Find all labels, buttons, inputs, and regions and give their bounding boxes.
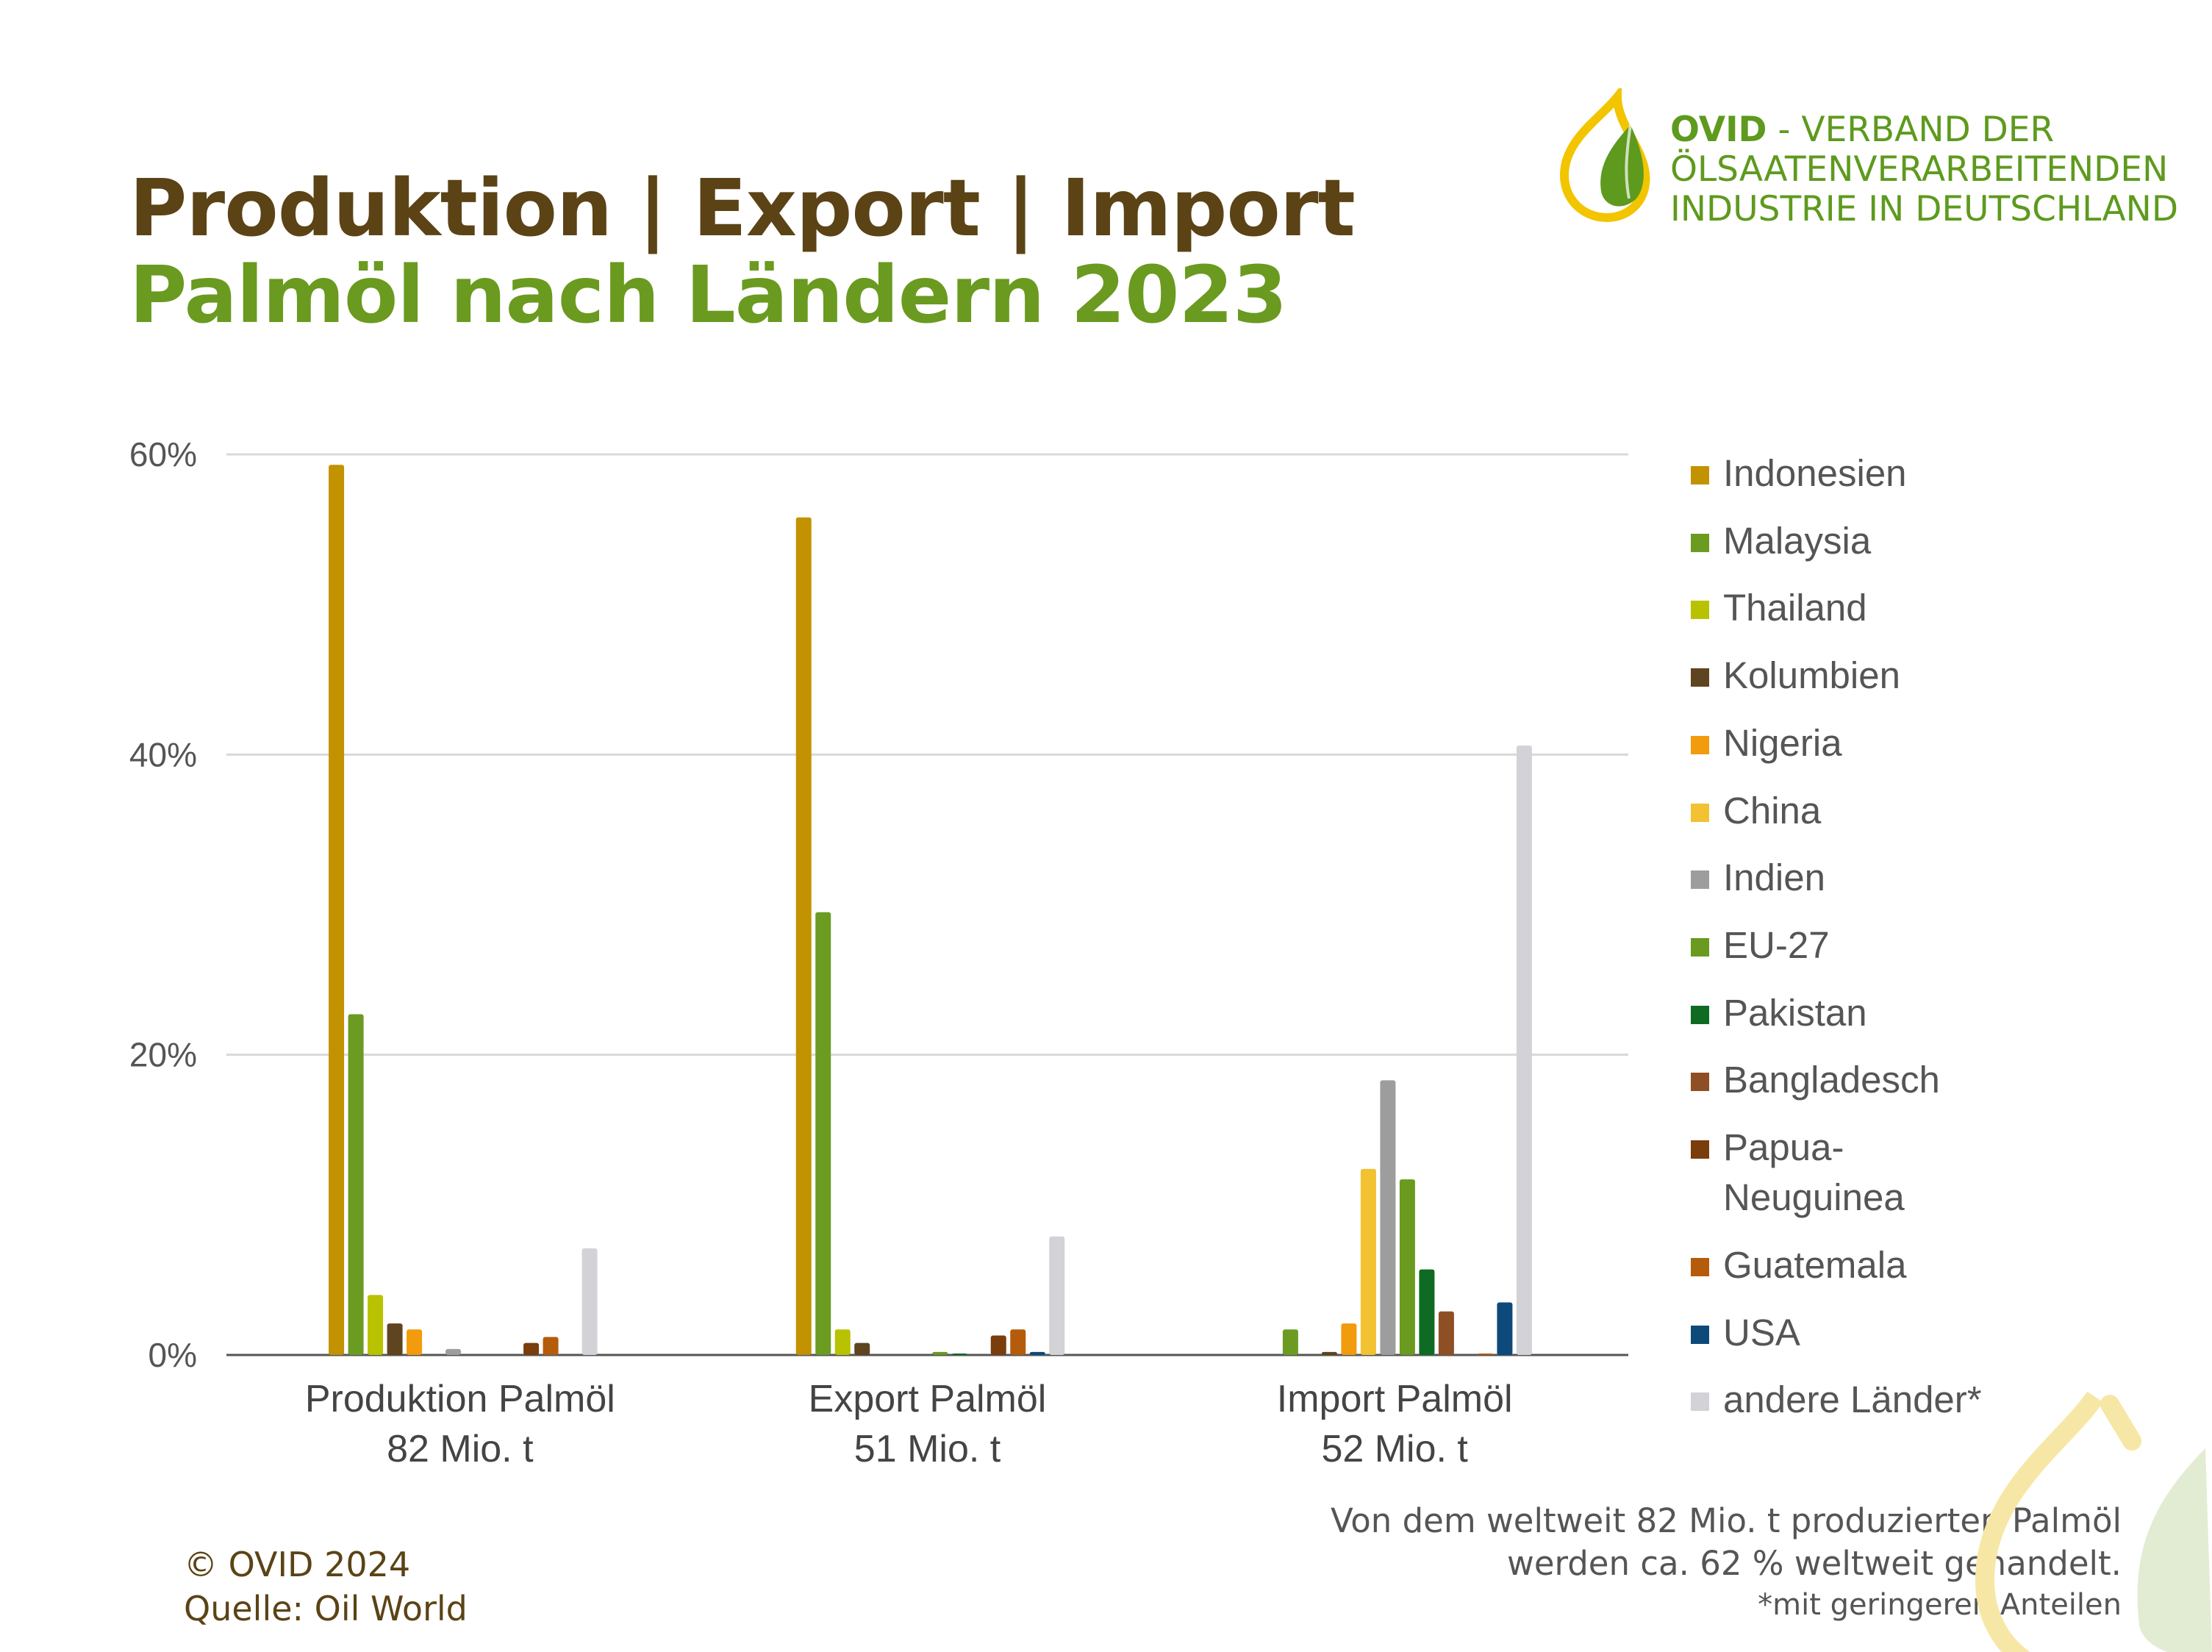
legend-swatch — [1691, 1325, 1709, 1344]
y-tick-label: 40% — [129, 735, 197, 773]
bar — [1029, 1351, 1045, 1355]
legend-item: China — [1691, 786, 1821, 836]
y-tick-label: 0% — [148, 1336, 197, 1374]
legend-swatch — [1691, 1258, 1709, 1276]
bar — [951, 1353, 967, 1355]
legend-swatch — [1691, 735, 1709, 754]
legend-item: Indien — [1691, 853, 1825, 903]
legend-label: Malaysia — [1723, 519, 1872, 562]
x-tick-label: Import Palmöl — [1277, 1378, 1513, 1420]
legend-item: EU-27 — [1691, 920, 1830, 970]
legend-item: Kolumbien — [1691, 651, 1900, 701]
bar — [329, 465, 345, 1355]
legend-item: Nigeria — [1691, 718, 1842, 768]
legend-label: Nigeria — [1723, 721, 1842, 764]
legend-swatch — [1691, 1005, 1709, 1024]
bar — [368, 1295, 384, 1355]
bar — [990, 1335, 1006, 1355]
bar — [348, 1014, 364, 1355]
legend-swatch — [1691, 1392, 1709, 1412]
bar — [1282, 1329, 1298, 1355]
footnote-line2: werden ca. 62 % weltweit gehandelt. — [1507, 1544, 2122, 1583]
bar — [1497, 1302, 1513, 1355]
bar — [445, 1348, 462, 1355]
bar — [523, 1342, 540, 1355]
legend-swatch — [1691, 870, 1709, 890]
legend-swatch — [1691, 466, 1709, 484]
legend-swatch — [1691, 601, 1709, 620]
credits: © OVID 2024 Quelle: Oil World — [184, 1542, 468, 1631]
legend-label: Indien — [1723, 857, 1825, 899]
org-line3: INDUSTRIE IN DEUTSCHLAND — [1670, 189, 2179, 229]
bar — [1419, 1269, 1435, 1355]
bar — [1010, 1329, 1026, 1355]
y-tick-label: 20% — [129, 1036, 197, 1074]
org-line1: - VERBAND DER — [1767, 110, 2055, 150]
legend-item: Malaysia — [1691, 516, 1871, 566]
bar — [1321, 1351, 1337, 1355]
legend-swatch — [1691, 1073, 1709, 1092]
bar — [1477, 1353, 1493, 1355]
legend-label: USA — [1723, 1311, 1800, 1354]
x-tick-label: Export Palmöl — [809, 1378, 1047, 1420]
legend-label: Kolumbien — [1723, 654, 1900, 697]
org-line2: ÖLSAATENVERARBEITENDEN — [1670, 149, 2169, 190]
x-tick-label: 51 Mio. t — [854, 1428, 1001, 1470]
bar — [1438, 1311, 1454, 1355]
decorative-drop-icon — [1975, 1391, 2212, 1652]
legend-label: Bangladesch — [1723, 1059, 1940, 1101]
legend-label: Pakistan — [1723, 991, 1867, 1034]
bar — [854, 1342, 870, 1355]
bar — [795, 517, 812, 1355]
bar — [932, 1351, 948, 1355]
legend-label: Thailand — [1723, 587, 1867, 629]
bar — [1341, 1323, 1357, 1355]
legend-item: Thailand — [1691, 583, 1867, 633]
x-tick-label: 52 Mio. t — [1321, 1428, 1468, 1470]
legend-swatch — [1691, 533, 1709, 552]
legend-swatch — [1691, 803, 1709, 822]
y-tick-label: 60% — [129, 435, 197, 473]
x-tick-label: Produktion Palmöl — [305, 1378, 615, 1420]
bar — [1380, 1080, 1396, 1355]
legend-label: EU-27 — [1723, 923, 1830, 966]
ovid-logo-icon — [1559, 88, 1650, 223]
legend-label: Indonesien — [1723, 452, 1907, 494]
bar — [543, 1337, 559, 1355]
bar — [1399, 1179, 1415, 1355]
source-text: Quelle: Oil World — [184, 1589, 468, 1628]
bar — [834, 1329, 851, 1355]
bar — [815, 912, 831, 1355]
org-name: OVID - VERBAND DER ÖLSAATENVERARBEITENDE… — [1670, 110, 2178, 229]
page-subtitle: Palmöl nach Ländern 2023 — [129, 250, 1287, 341]
legend-swatch — [1691, 937, 1709, 956]
legend-swatch — [1691, 1140, 1709, 1159]
legend-item: Guatemala — [1691, 1240, 1906, 1290]
legend-item: USA — [1691, 1308, 1800, 1358]
legend-label: andere Länder* — [1723, 1379, 1982, 1421]
x-tick-label: 82 Mio. t — [387, 1428, 534, 1470]
legend-item: Pakistan — [1691, 988, 1867, 1038]
legend-swatch — [1691, 668, 1709, 687]
legend-label: Papua- Neuguinea — [1723, 1126, 1905, 1218]
bar — [1049, 1236, 1065, 1355]
legend-item: andere Länder* — [1691, 1375, 1982, 1425]
bar — [407, 1329, 423, 1355]
org-brand: OVID — [1670, 110, 1767, 150]
page-title: Produktion | Export | Import — [129, 163, 1356, 254]
legend-item: Bangladesch — [1691, 1055, 1940, 1105]
legend-item: Indonesien — [1691, 448, 1907, 498]
bar — [1360, 1168, 1376, 1355]
legend-item: Papua- Neuguinea — [1691, 1123, 1905, 1223]
copyright-text: © OVID 2024 — [184, 1545, 411, 1584]
bar — [387, 1323, 403, 1355]
legend-label: Guatemala — [1723, 1244, 1907, 1286]
bar — [581, 1248, 598, 1355]
legend-label: China — [1723, 789, 1822, 832]
footnote-line3: *mit geringeren Anteilen — [1758, 1588, 2122, 1622]
bar — [1516, 745, 1532, 1355]
